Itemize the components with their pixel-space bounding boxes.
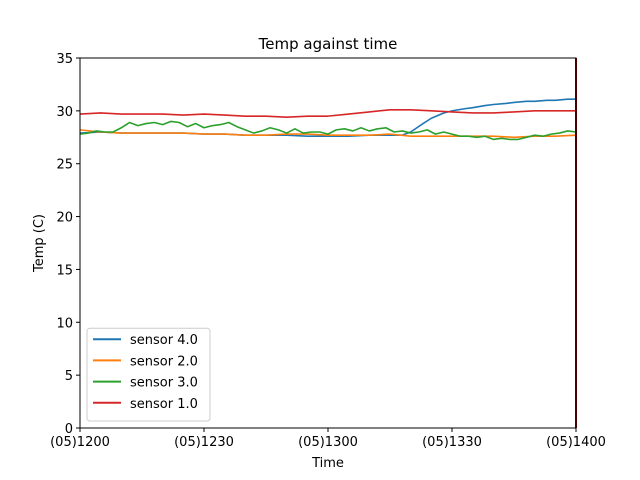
y-tick-label: 25 bbox=[56, 158, 73, 173]
series-line-sensor-2-0 bbox=[79, 129, 577, 139]
x-tick-label: (05)1330 bbox=[422, 435, 482, 450]
y-tick-label: 15 bbox=[56, 263, 73, 278]
y-tick-label: 35 bbox=[56, 52, 73, 67]
y-tick-label: 10 bbox=[56, 316, 73, 331]
x-tick-label: (05)1200 bbox=[50, 435, 110, 450]
y-tick-label: 0 bbox=[65, 422, 73, 437]
chart-title: Temp against time bbox=[258, 35, 398, 53]
series-line-sensor-1-0 bbox=[79, 109, 576, 118]
y-axis-ticks: 0 5 10 15 20 25 30 35 bbox=[56, 52, 80, 437]
x-tick-label: (05)1400 bbox=[546, 435, 606, 450]
x-axis-ticks: (05)1200 (05)1230 (05)1300 (05)1330 (05)1400 bbox=[50, 428, 606, 450]
legend-box bbox=[86, 327, 211, 422]
y-axis-label: Temp (C) bbox=[32, 214, 47, 273]
x-axis-label: Time bbox=[311, 456, 344, 471]
x-tick-label: (05)1300 bbox=[298, 435, 358, 450]
series-layer bbox=[79, 98, 577, 141]
y-tick-label: 30 bbox=[56, 105, 73, 120]
y-tick-label: 5 bbox=[65, 369, 73, 384]
y-tick-label: 20 bbox=[56, 211, 73, 226]
legend-label: sensor 4.0 bbox=[130, 333, 198, 348]
legend-label: sensor 1.0 bbox=[130, 397, 198, 412]
x-tick-label: (05)1230 bbox=[174, 435, 234, 450]
series-line-sensor-3-0 bbox=[79, 120, 577, 141]
legend-label: sensor 3.0 bbox=[130, 376, 198, 391]
legend-label: sensor 2.0 bbox=[130, 354, 198, 369]
legend: sensor 4.0 sensor 2.0 sensor 3.0 sensor 1.0 bbox=[86, 327, 211, 422]
